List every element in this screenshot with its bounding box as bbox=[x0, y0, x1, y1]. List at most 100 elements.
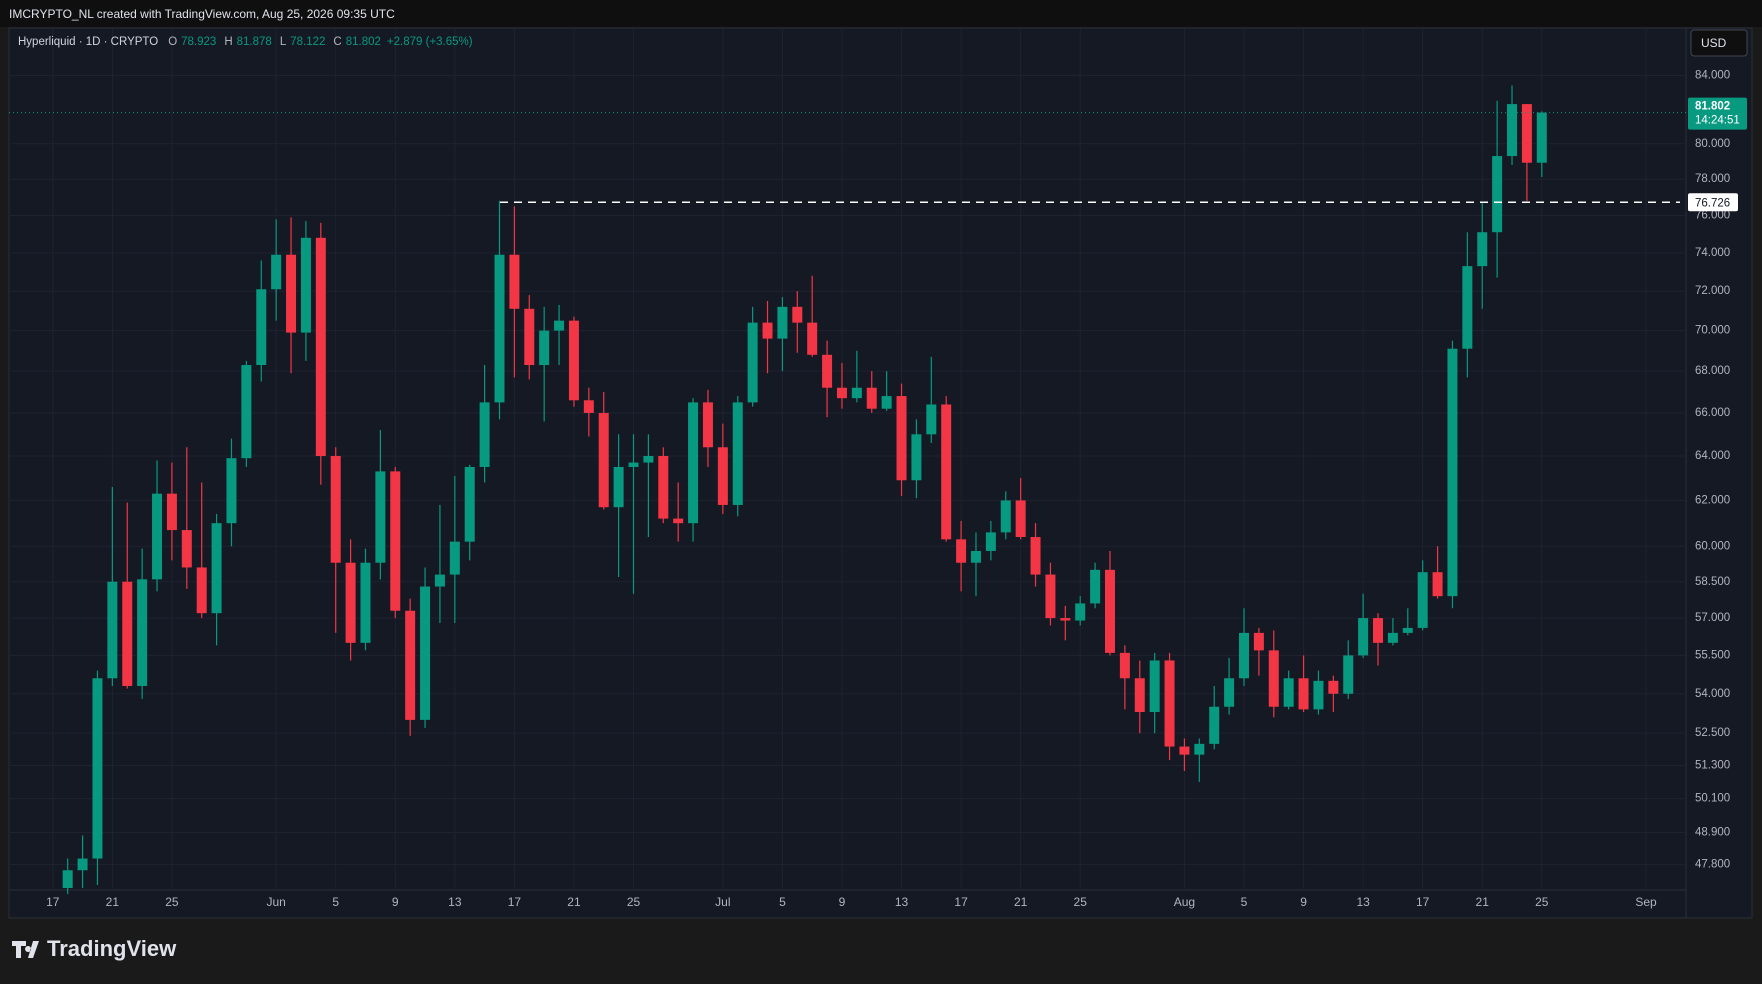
y-tick-label: 68.000 bbox=[1695, 365, 1730, 377]
x-tick-label: 9 bbox=[392, 895, 399, 909]
last-price-label: 81.802 bbox=[1695, 101, 1730, 113]
candle-body bbox=[241, 365, 252, 459]
candle-body bbox=[226, 458, 237, 524]
candle-body bbox=[1298, 678, 1309, 710]
legend-text: 81.878 bbox=[237, 36, 272, 48]
candle-body bbox=[1521, 104, 1532, 163]
candle-body bbox=[702, 402, 713, 448]
legend-text: +2.879 (+3.65%) bbox=[387, 36, 473, 48]
candle-body bbox=[62, 870, 73, 888]
candle-body bbox=[494, 254, 505, 403]
x-tick-label: 25 bbox=[165, 895, 179, 909]
x-tick-label: Sep bbox=[1635, 895, 1657, 909]
candle-body bbox=[434, 574, 445, 587]
candle-body bbox=[1536, 112, 1547, 163]
candle-body bbox=[658, 455, 669, 519]
legend-text: 78.923 bbox=[181, 36, 216, 48]
candle-body bbox=[1119, 652, 1130, 679]
candle-body bbox=[1492, 156, 1503, 233]
y-tick-label: 80.000 bbox=[1695, 138, 1730, 150]
candle-body bbox=[762, 322, 773, 339]
x-tick-label: 21 bbox=[1476, 895, 1490, 909]
y-tick-label: 54.000 bbox=[1695, 688, 1730, 700]
candle-body bbox=[360, 562, 371, 643]
candle-body bbox=[122, 581, 133, 686]
x-tick-label: 25 bbox=[627, 895, 641, 909]
candle-body bbox=[1373, 618, 1384, 643]
x-tick-label: 21 bbox=[1014, 895, 1028, 909]
candle-body bbox=[390, 471, 401, 611]
candle-body bbox=[926, 404, 937, 435]
x-tick-label: 21 bbox=[106, 895, 120, 909]
y-tick-label: 50.100 bbox=[1695, 793, 1730, 805]
candle-body bbox=[673, 518, 684, 524]
candle-body bbox=[1075, 603, 1086, 621]
candle-body bbox=[1224, 678, 1235, 707]
y-tick-label: 55.500 bbox=[1695, 649, 1730, 661]
chart-panel bbox=[8, 27, 1753, 919]
candle-body bbox=[866, 387, 877, 409]
legend-text: 78.122 bbox=[290, 36, 325, 48]
candle-body bbox=[807, 322, 818, 355]
candle-body bbox=[286, 254, 297, 333]
x-tick-label: Jun bbox=[266, 895, 285, 909]
x-tick-label: 17 bbox=[954, 895, 968, 909]
candle-body bbox=[956, 539, 967, 563]
candle-body bbox=[181, 530, 192, 568]
candle-body bbox=[1015, 500, 1026, 538]
legend-text: C bbox=[333, 36, 341, 48]
y-tick-label: 48.900 bbox=[1695, 827, 1730, 839]
level-label: 76.726 bbox=[1695, 197, 1730, 209]
candle-body bbox=[405, 610, 416, 720]
y-tick-label: 66.000 bbox=[1695, 407, 1730, 419]
candle-body bbox=[524, 308, 535, 366]
plot-area bbox=[9, 85, 1686, 894]
y-tick-label: 76.000 bbox=[1695, 210, 1730, 222]
candle-body bbox=[479, 402, 490, 467]
y-tick-label: 47.800 bbox=[1695, 858, 1730, 870]
candle-body bbox=[211, 523, 222, 614]
candle-body bbox=[1000, 500, 1011, 533]
candle-body bbox=[598, 412, 609, 508]
candle-body bbox=[1462, 266, 1473, 349]
candle-body bbox=[1358, 618, 1369, 656]
candle-body bbox=[1209, 706, 1220, 744]
candle-body bbox=[137, 579, 148, 686]
candle-body bbox=[345, 562, 356, 643]
y-tick-label: 52.500 bbox=[1695, 727, 1730, 739]
candle-body bbox=[330, 455, 341, 563]
candle-body bbox=[196, 567, 207, 614]
candle-body bbox=[941, 404, 952, 540]
x-tick-label: 17 bbox=[46, 895, 60, 909]
candle-body bbox=[271, 254, 282, 290]
candle-body bbox=[449, 541, 460, 575]
legend-text: 81.802 bbox=[346, 36, 381, 48]
currency[interactable]: USD bbox=[1701, 36, 1727, 50]
candle-body bbox=[1268, 650, 1279, 707]
legend-text: H bbox=[224, 36, 232, 48]
watermark: IMCRYPTO_NL created with TradingView.com… bbox=[9, 7, 395, 21]
candle-body bbox=[911, 434, 922, 481]
candle-body bbox=[896, 396, 907, 481]
candle-body bbox=[464, 466, 475, 542]
x-tick-label: 9 bbox=[839, 895, 846, 909]
candle-body bbox=[1179, 746, 1190, 755]
x-tick-label: Jul bbox=[715, 895, 730, 909]
y-tick-label: 51.300 bbox=[1695, 760, 1730, 772]
candle-body bbox=[643, 455, 654, 463]
candle-body bbox=[539, 330, 550, 366]
y-tick-label: 72.000 bbox=[1695, 285, 1730, 297]
y-tick-label: 58.500 bbox=[1695, 576, 1730, 588]
logo: TradingView bbox=[12, 936, 177, 961]
x-tick-label: 5 bbox=[1241, 895, 1248, 909]
candle-body bbox=[836, 387, 847, 399]
candle-body bbox=[554, 320, 565, 331]
x-tick-label: 25 bbox=[1074, 895, 1088, 909]
currency-box[interactable] bbox=[1690, 29, 1748, 57]
x-tick-label: 5 bbox=[779, 895, 786, 909]
candle-body bbox=[1164, 660, 1175, 747]
candle-body bbox=[256, 289, 267, 366]
y-tick-label: 70.000 bbox=[1695, 325, 1730, 337]
candle-body bbox=[851, 387, 862, 399]
